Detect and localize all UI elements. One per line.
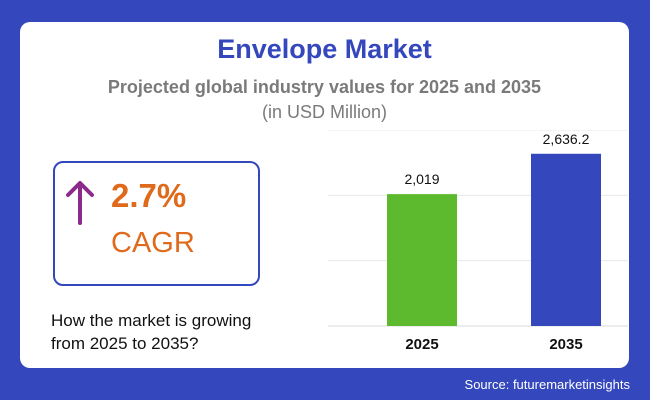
data-label-2035: 2,636.2 — [543, 131, 590, 147]
bar-chart: 2,019 2025 2,636.2 2035 — [328, 130, 628, 353]
units-label: (in USD Million) — [261, 102, 387, 122]
page-title: Envelope Market — [217, 34, 432, 64]
cagr-box: 2.7% CAGR — [53, 161, 260, 286]
cagr-value: 2.7% — [111, 177, 187, 214]
tick-label-2025: 2025 — [405, 336, 438, 353]
bar-2025 — [387, 194, 457, 326]
cagr-label: CAGR — [111, 227, 195, 259]
page-subtitle: Projected global industry values for 202… — [107, 77, 542, 97]
up-arrow-icon — [66, 181, 94, 225]
tick-label-2035: 2035 — [549, 336, 582, 353]
data-label-2025: 2,019 — [404, 171, 439, 187]
source-label: Source: futuremarketinsights — [464, 377, 630, 392]
growth-question: How the market is growing from 2025 to 2… — [51, 311, 252, 353]
bar-2035 — [531, 153, 601, 326]
chart-card: Envelope Market Projected global industr… — [20, 22, 629, 368]
